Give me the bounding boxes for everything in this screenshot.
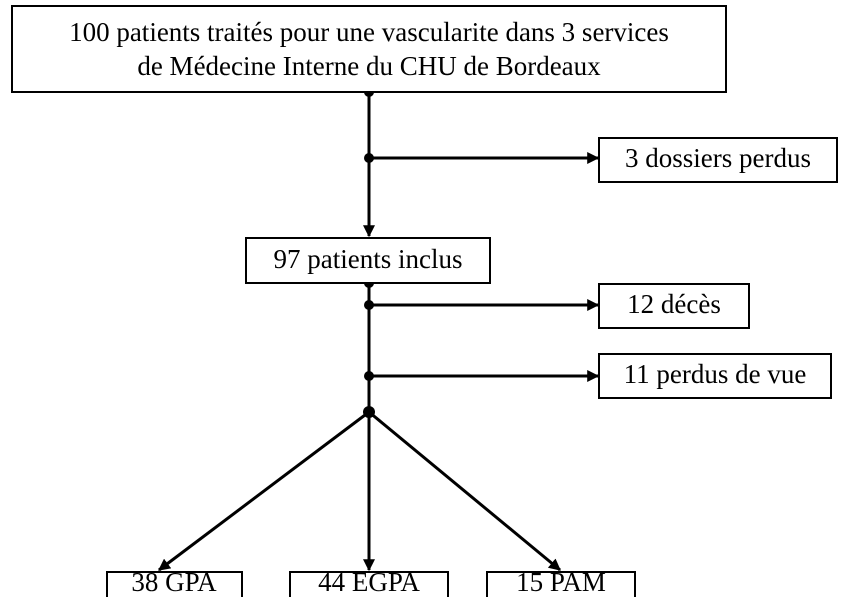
dot — [364, 153, 374, 163]
box-label: de Médecine Interne du CHU de Bordeaux — [137, 51, 601, 81]
dot — [364, 300, 374, 310]
box — [598, 353, 832, 399]
connectors — [158, 87, 600, 572]
box — [486, 571, 636, 597]
box-label: 44 EGPA — [318, 567, 420, 597]
box-label: 97 patients inclus — [274, 244, 463, 274]
box-label: 3 dossiers perdus — [625, 143, 811, 173]
arrow — [158, 410, 370, 572]
arrow — [368, 410, 561, 572]
box — [245, 237, 491, 284]
box — [289, 571, 449, 597]
box — [598, 283, 750, 329]
box-label: 12 décès — [627, 289, 721, 319]
box-label: 15 PAM — [516, 567, 606, 597]
box — [11, 5, 727, 93]
box — [598, 137, 838, 183]
dot — [364, 371, 374, 381]
box-label: 100 patients traités pour une vascularit… — [69, 17, 669, 47]
box-label: 38 GPA — [131, 567, 217, 597]
box — [106, 571, 243, 597]
box-label: 11 perdus de vue — [624, 359, 807, 389]
dot — [363, 406, 375, 418]
